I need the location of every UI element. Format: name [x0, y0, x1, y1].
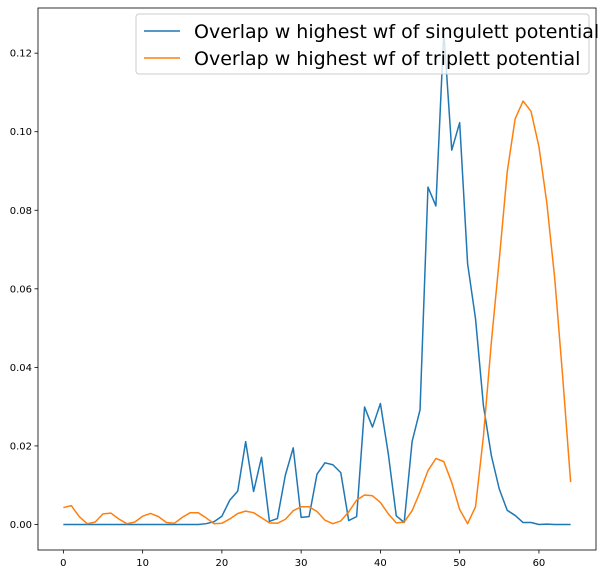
y-tick-label: 0.04	[10, 363, 32, 374]
x-tick-label: 30	[295, 558, 308, 569]
y-tick-label: 0.00	[10, 520, 32, 531]
legend: Overlap w highest wf of singulett potent…	[135, 13, 599, 75]
y-tick-label: 0.08	[10, 206, 32, 217]
x-axis: 0 10 20 30 40 50 60	[60, 550, 545, 569]
x-tick-label: 10	[136, 558, 149, 569]
plot-frame	[37, 7, 597, 551]
x-tick-label: 0	[60, 558, 66, 569]
x-tick-label: 60	[533, 558, 546, 569]
legend-label-2: Overlap w highest wf of triplett potenti…	[194, 48, 580, 70]
y-axis: 0.00 0.02 0.04 0.06 0.08 0.10 0.12	[10, 49, 38, 531]
x-tick-label: 20	[216, 558, 229, 569]
y-tick-label: 0.10	[10, 127, 32, 138]
series-line-1	[63, 30, 571, 526]
y-tick-label: 0.12	[10, 49, 32, 60]
legend-label-1: Overlap w highest wf of singulett potent…	[194, 21, 599, 43]
y-tick-label: 0.02	[10, 441, 32, 452]
series-line-2	[63, 100, 572, 525]
legend-box	[135, 13, 590, 75]
series-lines	[63, 30, 572, 526]
x-tick-label: 40	[374, 558, 387, 569]
x-tick-label: 50	[453, 558, 466, 569]
y-tick-label: 0.06	[10, 284, 32, 295]
